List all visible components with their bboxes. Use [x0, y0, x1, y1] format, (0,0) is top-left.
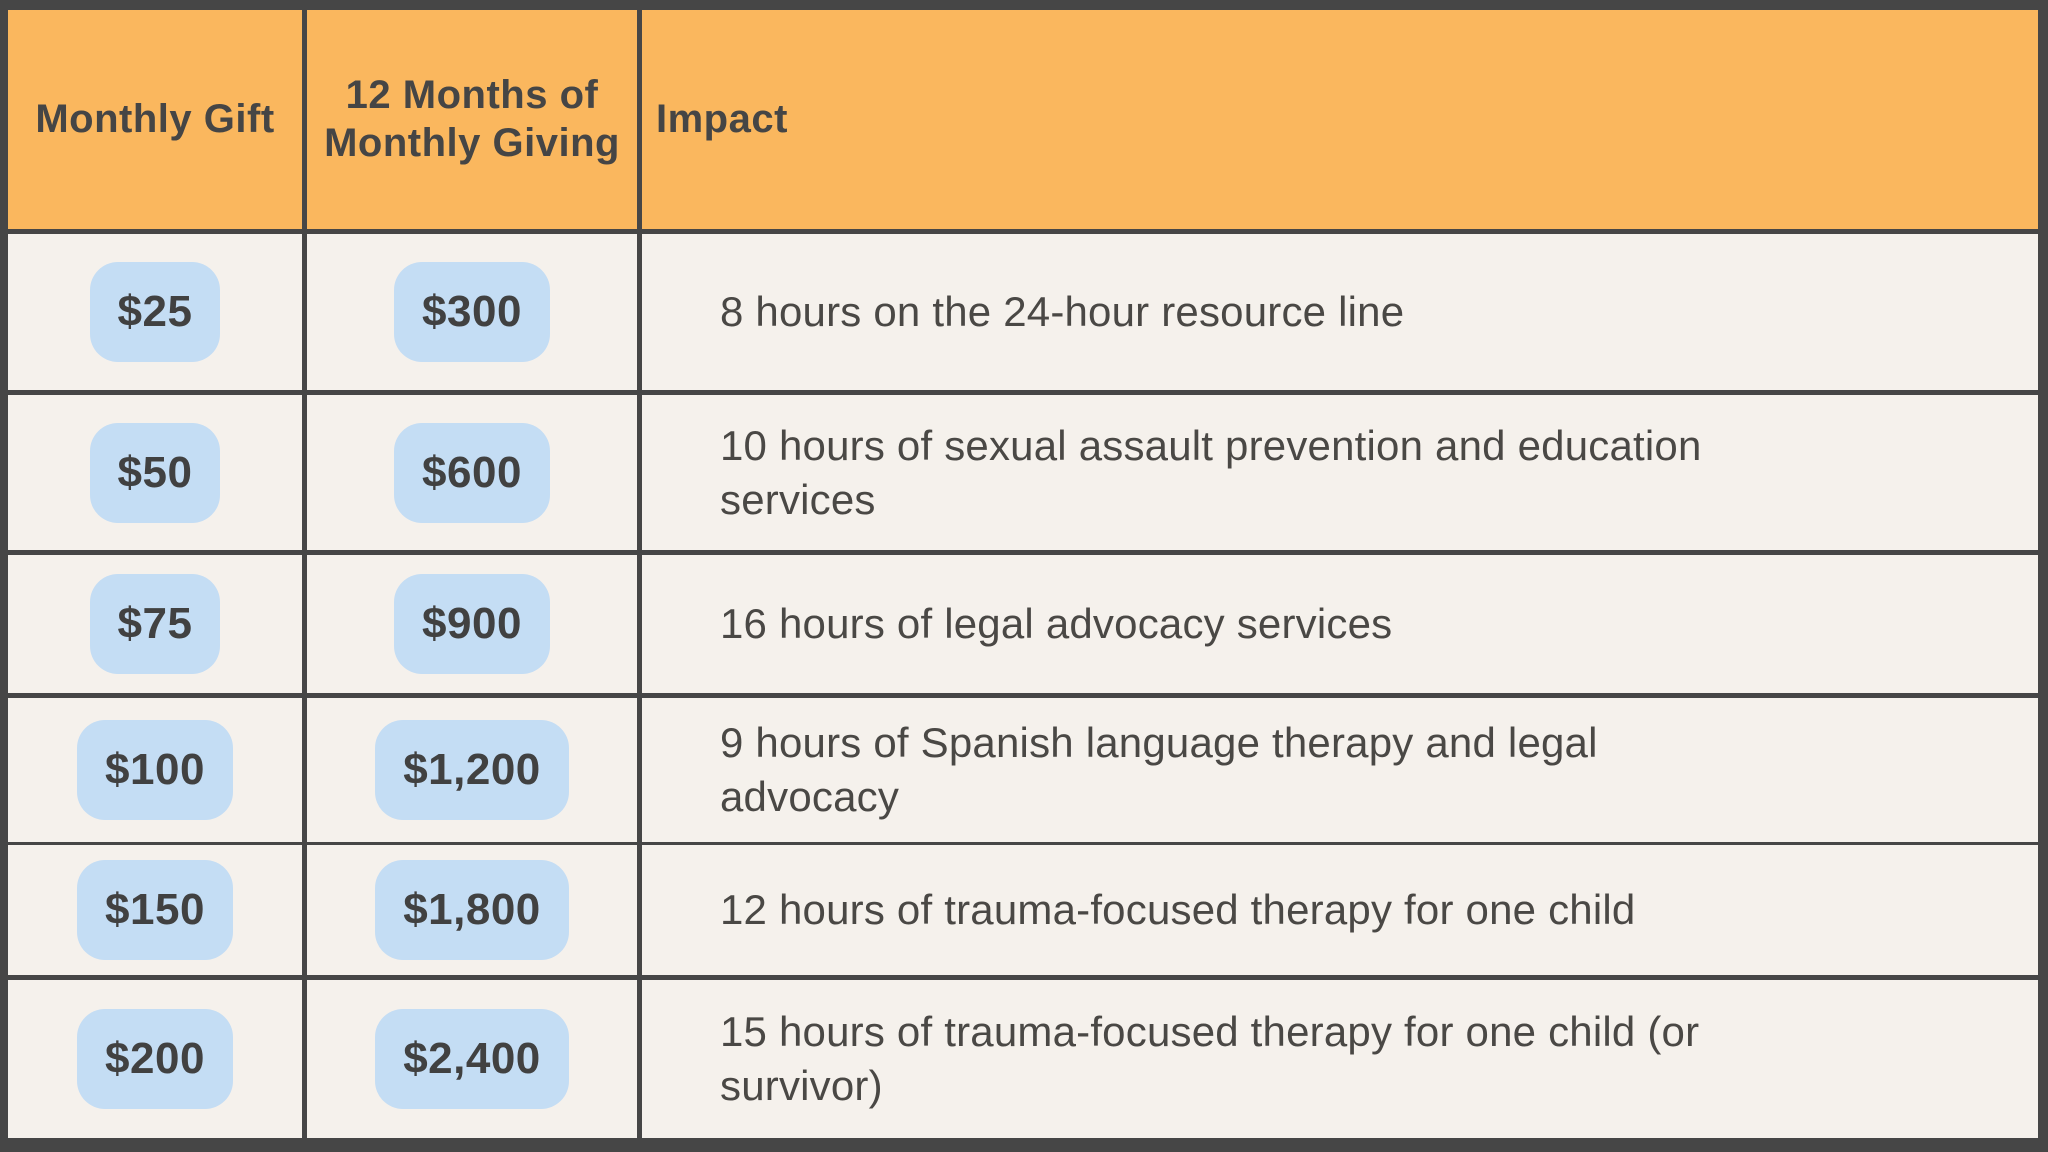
annual-total-badge: $1,200 — [375, 720, 569, 820]
table-row: $25 $300 8 hours on the 24-hour resource… — [8, 229, 2038, 390]
table-row: $50 $600 10 hours of sexual assault prev… — [8, 390, 2038, 550]
annual-total-cell: $1,800 — [302, 845, 642, 975]
column-header-monthly-gift: Monthly Gift — [8, 10, 302, 229]
annual-total-cell: $600 — [302, 395, 642, 550]
monthly-gift-badge: $25 — [89, 262, 221, 362]
column-header-impact: Impact — [642, 10, 2038, 229]
annual-total-badge: $2,400 — [375, 1009, 569, 1109]
annual-total-cell: $1,200 — [302, 698, 642, 842]
impact-description: 12 hours of trauma-focused therapy for o… — [720, 886, 1636, 934]
impact-description: 10 hours of sexual assault prevention an… — [720, 421, 1702, 523]
impact-description: 8 hours on the 24-hour resource line — [720, 288, 1405, 336]
monthly-gift-badge: $75 — [89, 574, 221, 674]
impact-description: 15 hours of trauma-focused therapy for o… — [720, 1008, 1700, 1109]
monthly-gift-badge: $100 — [77, 720, 233, 820]
annual-total-badge: $600 — [394, 422, 550, 523]
monthly-gift-badge: $50 — [89, 422, 221, 523]
impact-cell: 15 hours of trauma-focused therapy for o… — [642, 980, 2038, 1138]
monthly-gift-badge: $150 — [77, 860, 233, 960]
column-header-impact-label: Impact — [656, 96, 788, 141]
annual-total-cell: $300 — [302, 234, 642, 390]
table-header-row: Monthly Gift 12 Months of Monthly Giving… — [8, 10, 2038, 229]
monthly-gift-cell: $25 — [8, 234, 302, 390]
column-header-annual-total: 12 Months of Monthly Giving — [302, 10, 642, 229]
monthly-gift-cell: $200 — [8, 980, 302, 1138]
table-row: $75 $900 16 hours of legal advocacy serv… — [8, 550, 2038, 693]
monthly-gift-cell: $100 — [8, 698, 302, 842]
table-row: $150 $1,800 12 hours of trauma-focused t… — [8, 842, 2038, 975]
annual-total-badge: $900 — [394, 574, 550, 674]
column-header-monthly-gift-label: Monthly Gift — [35, 96, 275, 141]
annual-total-cell: $900 — [302, 555, 642, 693]
monthly-gift-cell: $50 — [8, 395, 302, 550]
impact-cell: 12 hours of trauma-focused therapy for o… — [642, 845, 2038, 975]
monthly-gift-cell: $75 — [8, 555, 302, 693]
monthly-gift-badge: $200 — [77, 1009, 233, 1109]
impact-cell: 8 hours on the 24-hour resource line — [642, 234, 2038, 390]
impact-description: 16 hours of legal advocacy services — [720, 600, 1393, 648]
annual-total-cell: $2,400 — [302, 980, 642, 1138]
impact-cell: 16 hours of legal advocacy services — [642, 555, 2038, 693]
annual-total-badge: $300 — [394, 262, 550, 362]
impact-cell: 10 hours of sexual assault prevention an… — [642, 395, 2038, 550]
column-header-annual-total-label: 12 Months of Monthly Giving — [324, 73, 620, 165]
impact-description: 9 hours of Spanish language therapy and … — [720, 719, 1598, 820]
monthly-gift-cell: $150 — [8, 845, 302, 975]
table-row: $100 $1,200 9 hours of Spanish language … — [8, 693, 2038, 842]
table-row: $200 $2,400 15 hours of trauma-focused t… — [8, 975, 2038, 1138]
impact-cell: 9 hours of Spanish language therapy and … — [642, 698, 2038, 842]
annual-total-badge: $1,800 — [375, 860, 569, 960]
